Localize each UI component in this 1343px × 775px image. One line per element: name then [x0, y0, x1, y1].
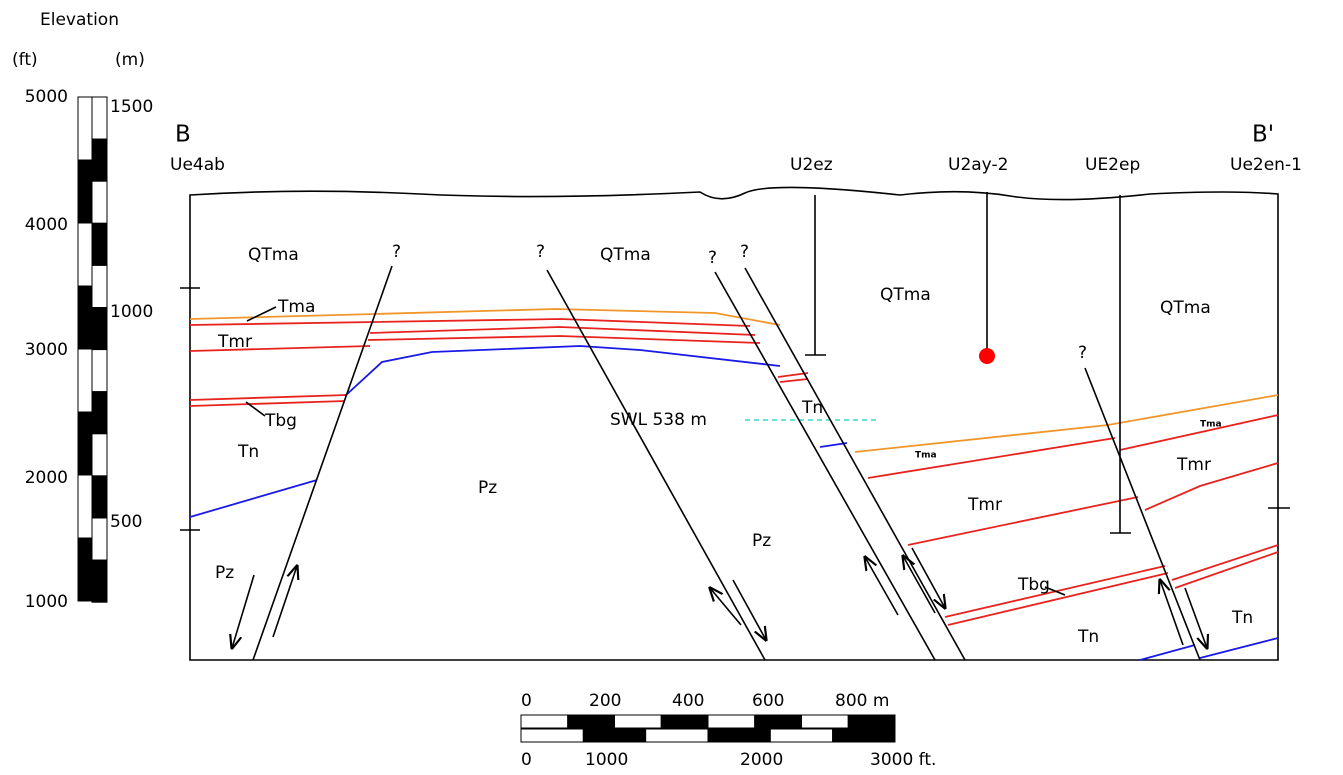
m-block — [92, 518, 107, 560]
scale-ft-label: 0 — [521, 750, 532, 770]
ft-scale-block — [521, 729, 583, 742]
fault-query: ? — [392, 242, 401, 262]
scale-bar — [521, 715, 895, 742]
m-scale-block — [615, 715, 662, 728]
fault-query: ? — [1078, 343, 1087, 363]
m-scale-block — [802, 715, 849, 728]
cross-section: Elevation (ft) (m) B B' SWL 538 m 500040… — [0, 0, 1343, 775]
scale-m-label: 800 m — [835, 691, 889, 711]
elevation-column — [78, 97, 107, 602]
ft-scale-block — [583, 729, 645, 742]
unit-label: Tn — [237, 442, 259, 462]
wells — [246, 192, 1131, 595]
elevation-title: Elevation — [40, 10, 119, 30]
well-marker — [979, 348, 995, 364]
unit-label: Tmr — [217, 332, 252, 352]
ft-block — [78, 475, 92, 538]
scale-m-label: 600 — [752, 691, 784, 711]
ft-tick-label: 3000 — [25, 340, 68, 360]
m-label: (m) — [115, 50, 145, 70]
scale-ft-label: 3000 ft. — [870, 750, 936, 770]
unit-label: Tbg — [1017, 575, 1050, 595]
ft-block — [78, 97, 92, 160]
m-scale-block — [708, 715, 755, 728]
unit-label: Tbg — [264, 411, 297, 431]
ft-block — [78, 538, 92, 601]
unit-label: Pz — [752, 531, 771, 551]
m-block — [92, 265, 107, 307]
unit-label: Pz — [478, 478, 497, 498]
m-block — [92, 308, 107, 350]
m-block — [92, 476, 107, 518]
m-block — [92, 350, 107, 392]
ft-scale-block — [708, 729, 770, 742]
unit-label: Tmr — [967, 495, 1002, 515]
scale-ft-label: 1000 — [585, 750, 628, 770]
well-label: U2ay-2 — [948, 155, 1008, 175]
unit-label: QTma — [248, 245, 299, 265]
ft-tick-label: 4000 — [25, 215, 68, 235]
m-tick-label: 1000 — [110, 302, 153, 322]
ft-block — [78, 349, 92, 412]
ft-label: (ft) — [12, 50, 38, 70]
fault-query: ? — [536, 242, 545, 262]
fault-query: ? — [740, 242, 749, 262]
m-scale-block — [521, 715, 568, 728]
unit-label: Pz — [215, 563, 234, 583]
well-label: UE2ep — [1085, 155, 1140, 175]
ft-tick-label: 5000 — [25, 87, 68, 107]
well-label: Ue2en-1 — [1230, 155, 1302, 175]
unit-label: Tn — [801, 398, 823, 418]
scale-m-label: 0 — [521, 691, 532, 711]
m-block — [92, 97, 107, 139]
swl-label: SWL 538 m — [610, 410, 707, 430]
unit-label: Tma — [1200, 420, 1222, 430]
scale-ft-label: 2000 — [740, 750, 783, 770]
scale-m-label: 200 — [589, 691, 621, 711]
section-start: B — [175, 122, 191, 148]
unit-label: Tma — [915, 451, 937, 461]
ft-tick-label: 2000 — [25, 468, 68, 488]
ft-tick-label: 1000 — [25, 592, 68, 612]
m-scale-block — [848, 715, 895, 728]
fault-query: ? — [708, 248, 717, 268]
unit-label: Tn — [1231, 608, 1253, 628]
m-scale-block — [568, 715, 615, 728]
m-block — [92, 181, 107, 223]
m-block — [92, 139, 107, 181]
ft-block — [78, 160, 92, 223]
ft-scale-block — [833, 729, 895, 742]
section-end: B' — [1252, 122, 1274, 148]
strata — [190, 309, 1278, 660]
m-block — [92, 392, 107, 434]
unit-label: QTma — [1160, 298, 1211, 318]
m-block — [92, 434, 107, 476]
ft-block — [78, 286, 92, 349]
unit-label: Tn — [1077, 627, 1099, 647]
ft-block — [78, 412, 92, 475]
ft-block — [78, 223, 92, 286]
m-scale-block — [755, 715, 802, 728]
m-tick-label: 500 — [110, 512, 142, 532]
scale-m-label: 400 — [672, 691, 704, 711]
unit-label: QTma — [600, 245, 651, 265]
unit-label: Tma — [277, 297, 315, 317]
ft-scale-block — [770, 729, 832, 742]
ft-scale-block — [646, 729, 708, 742]
unit-label: Tmr — [1176, 455, 1211, 475]
m-scale-block — [661, 715, 708, 728]
unit-label: QTma — [880, 285, 931, 305]
m-tick-label: 1500 — [110, 97, 153, 117]
well-label: Ue4ab — [170, 155, 225, 175]
section-frame — [180, 187, 1290, 660]
m-block — [92, 223, 107, 265]
well-label: U2ez — [790, 155, 833, 175]
m-block — [92, 560, 107, 602]
